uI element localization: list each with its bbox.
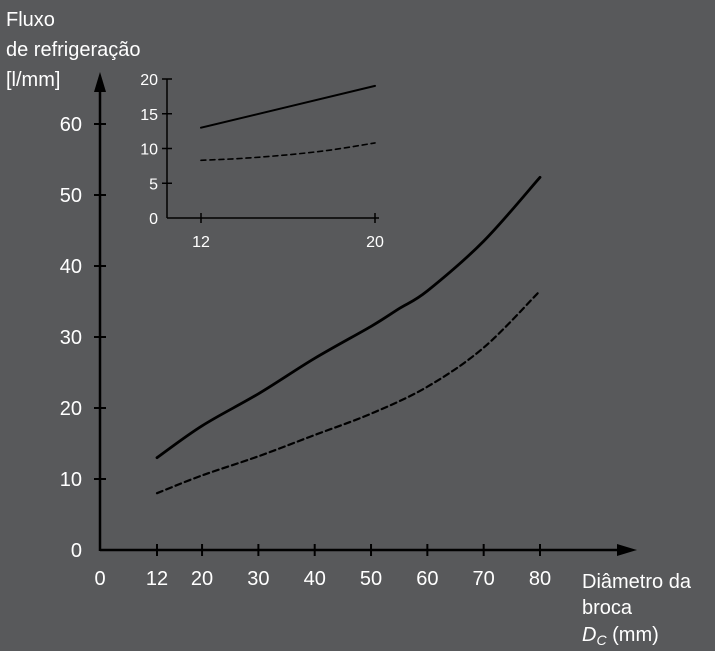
y-tick-label: 60	[60, 114, 82, 136]
x-axis-symbol-line: DC (mm)	[582, 624, 659, 648]
y-axis-title-line-2: de refrigeração	[6, 39, 141, 61]
inset-x-tick-label: 12	[192, 234, 210, 251]
y-tick-label: 40	[60, 256, 82, 278]
main-series	[155, 175, 542, 495]
x-axis-unit: (mm)	[607, 624, 659, 646]
inset-y-tick-label: 10	[140, 142, 158, 159]
inset-y-tick-label: 20	[140, 72, 158, 89]
inset-series	[200, 84, 376, 162]
inset-y-tick-label: 0	[149, 211, 158, 228]
y-axis-title-line-3: [l/mm]	[6, 69, 60, 91]
x-tick-label: 0	[94, 568, 105, 590]
x-axis-title-line-2: broca	[582, 597, 633, 619]
x-axis-title-line-1: Diâmetro da	[582, 571, 692, 593]
y-axis-title: Fluxo de refrigeração [l/mm]	[6, 9, 146, 91]
x-axis-arrow	[617, 544, 637, 556]
x-axis-symbol-subscript: C	[596, 632, 607, 648]
x-tick-label: 80	[529, 568, 551, 590]
inset-x-tick-label: 20	[366, 234, 384, 251]
x-tick-label: 70	[473, 568, 495, 590]
series-line-solid	[155, 175, 542, 460]
x-tick-label: 50	[360, 568, 382, 590]
inset-y-tick-label: 5	[149, 176, 158, 193]
y-axis-title-line-1: Fluxo	[6, 9, 55, 31]
series-line-dashed	[155, 289, 542, 495]
x-tick-label: 40	[304, 568, 326, 590]
x-tick-label: 30	[247, 568, 269, 590]
y-tick-label: 50	[60, 185, 82, 207]
inset-series-line-dashed	[200, 142, 376, 162]
x-axis-symbol: D	[582, 624, 596, 646]
inset-y-tick-label: 15	[140, 107, 158, 124]
inset-chart: 12 20 0 5 10 15 20	[140, 72, 384, 251]
y-tick-label: 20	[60, 398, 82, 420]
x-tick-label: 20	[191, 568, 213, 590]
y-tick-label: 0	[71, 540, 82, 562]
x-tick-label: 60	[416, 568, 438, 590]
inset-series-line-solid	[200, 84, 376, 129]
y-tick-label: 10	[60, 469, 82, 491]
y-axis-arrow	[94, 72, 106, 92]
x-axis-title: Diâmetro da broca	[582, 571, 697, 619]
y-tick-label: 30	[60, 327, 82, 349]
inset-ticks: 12 20 0 5 10 15 20	[140, 72, 384, 251]
x-tick-label: 12	[146, 568, 168, 590]
